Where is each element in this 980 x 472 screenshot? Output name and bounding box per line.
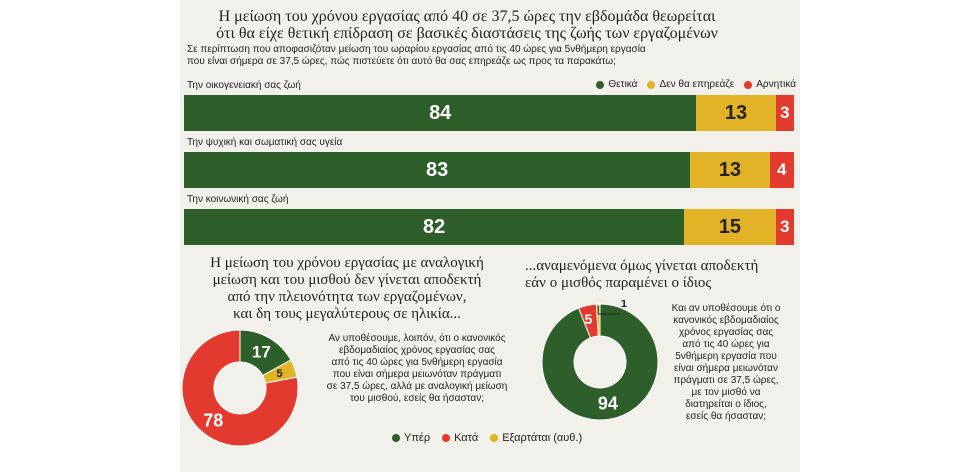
legend-negative-label: Αρνητικά: [756, 79, 796, 90]
donut1-note-line: σε 37,5 ώρες, αλλά με αναλογική μείωση: [326, 381, 508, 392]
bar-legend: Θετικά Δεν θα επηρεάζε Αρνητικά: [560, 79, 796, 90]
donut-legend: Υπέρ Κατά Εξαρτάται (αυθ.): [392, 432, 582, 444]
donut-legend-depends-label: Εξαρτάται (αυθ.): [502, 432, 583, 444]
legend-dot-neutral-icon: [647, 80, 656, 89]
donut-slice: [541, 303, 659, 421]
donut2-note-line: εσείς θα ήσασταν;: [685, 411, 767, 422]
donut2-note-line: από τις 40 ώρες για: [682, 339, 770, 350]
legend-dot-positive-icon: [596, 80, 605, 89]
donut2-note-line: με τον μισθό να: [691, 387, 761, 398]
donut-legend-depends: Εξαρτάται (αυθ.): [490, 432, 582, 444]
donut2-note-line: είναι σήμερα μειωνόταν: [674, 363, 778, 374]
donut-legend-dot-against-icon: [442, 434, 451, 442]
donut-value-label: 1: [621, 300, 627, 310]
donut-chart-proportional-pay-cut: 17 5 78: [181, 329, 299, 447]
legend-positive-label: Θετικά: [608, 79, 638, 90]
donut1-note-line: εβδομαδιαίος χρόνος εργασίας σας: [339, 345, 495, 356]
bar-row: 84 13 3: [184, 95, 794, 131]
donut2-title-line: εάν ο μισθός παραμένει ο ίδιος: [525, 275, 712, 291]
donut-chart-same-pay: 94 5 1: [541, 300, 659, 421]
donut1-title: Η μείωση του χρόνου εργασίας με αναλογικ…: [187, 255, 507, 323]
donut1-title-line: και δη τους μεγαλύτερους σε ηλικία...: [233, 306, 461, 322]
bar-segment-positive: 84: [184, 95, 697, 131]
bar-segment-negative: 3: [775, 95, 794, 131]
title-line-1: Η μείωση του χρόνου εργασίας από 40 σε 3…: [218, 8, 716, 25]
bar-segment-neutral: 13: [690, 152, 770, 188]
donut1-title-line: Η μείωση του χρόνου εργασίας με αναλογικ…: [210, 255, 484, 271]
bar-row: 83 13 4: [184, 152, 794, 188]
bar-row: 82 15 3: [184, 209, 794, 245]
subtitle-line-2: που είναι σήμερα σε 37,5 ώρες, πώς πιστε…: [187, 56, 616, 67]
donut1-title-line: από την πλειονότητα των εργαζομένων,: [227, 289, 467, 305]
donut2-title: ...αναμενόμενα όμως γίνεται αποδεκτή εάν…: [525, 258, 805, 292]
bar-category-label: Την ψυχική και σωματική σας υγεία: [187, 137, 343, 148]
donut2-note-line: διατηρείται ο ίδιος,: [685, 399, 767, 410]
donut-legend-dot-for-icon: [392, 434, 400, 442]
donut1-note-line: Αν υποθέσουμε, λοιπόν, ότι ο κανονικός: [328, 333, 506, 344]
bar-segment-negative: 3: [775, 209, 794, 245]
legend-dot-negative-icon: [744, 80, 753, 89]
donut-legend-for: Υπέρ: [392, 432, 430, 444]
bar-segment-neutral: 13: [696, 95, 776, 131]
donut1-note-line: που είναι σήμερα μειωνόταν πράγματι: [332, 369, 502, 380]
donut2-note-line: 5νθήμερη εργασία που: [675, 351, 777, 362]
donut-legend-against: Κατά: [442, 432, 478, 444]
donut1-title-line: μείωση και του μισθού δεν γίνεται αποδεκ…: [212, 272, 482, 288]
legend-positive: Θετικά: [596, 79, 637, 90]
donut-legend-for-label: Υπέρ: [404, 432, 431, 444]
donut-value-label: 78: [203, 410, 223, 430]
donut-value-label: 94: [598, 393, 618, 413]
donut-leader-line: [597, 306, 621, 315]
donut-slice: [181, 329, 299, 447]
donut2-note-line: κανονικός εβδομαδιαίος: [673, 315, 779, 326]
page-title: Η μείωση του χρόνου εργασίας από 40 σε 3…: [187, 8, 747, 42]
bar-segment-neutral: 15: [684, 209, 776, 245]
donut1-note-line: από τις 40 ώρες για 5νθήμερη εργασία: [331, 357, 503, 368]
bar-segment-positive: 82: [184, 209, 685, 245]
donut-value-label: 5: [276, 368, 282, 380]
donut2-title-line: ...αναμενόμενα όμως γίνεται αποδεκτή: [525, 258, 759, 274]
donut-value-label: 17: [252, 342, 271, 361]
donut-value-label: 5: [585, 311, 593, 327]
bar-category-label: Την οικογενειακή σας ζωή: [187, 80, 301, 91]
legend-negative: Αρνητικά: [744, 79, 796, 90]
donut2-note-line: πράγματι σε 37,5 ώρες,: [673, 375, 779, 386]
donut-legend-dot-depends-icon: [490, 434, 499, 442]
subtitle-line-1: Σε περίπτωση που αποφασιζόταν μείωση του…: [187, 44, 646, 55]
title-line-2: ότι θα είχε θετική επίδραση σε βασικές δ…: [216, 25, 718, 42]
donut1-note: Αν υποθέσουμε, λοιπόν, ότι ο κανονικός ε…: [302, 333, 532, 405]
legend-neutral-label: Δεν θα επηρεάζε: [659, 79, 735, 90]
donut-legend-against-label: Κατά: [454, 432, 479, 444]
donut-slice: [595, 303, 601, 337]
donut2-note-line: χρόνος εργασίας σας: [678, 327, 774, 338]
donut2-note: Και αν υποθέσουμε ότι ο κανονικός εβδομα…: [656, 303, 796, 423]
subtitle: Σε περίπτωση που αποφασιζόταν μείωση του…: [187, 44, 787, 68]
legend-neutral: Δεν θα επηρεάζε: [647, 79, 734, 90]
bar-category-label: Την κοινωνική σας ζωή: [187, 194, 289, 205]
donut1-note-line: του μισθού, εσείς θα ήσασταν;: [349, 393, 484, 404]
bar-segment-positive: 83: [184, 152, 691, 188]
bar-segment-negative: 4: [769, 152, 794, 188]
donut2-note-line: Και αν υποθέσουμε ότι ο: [671, 303, 781, 314]
